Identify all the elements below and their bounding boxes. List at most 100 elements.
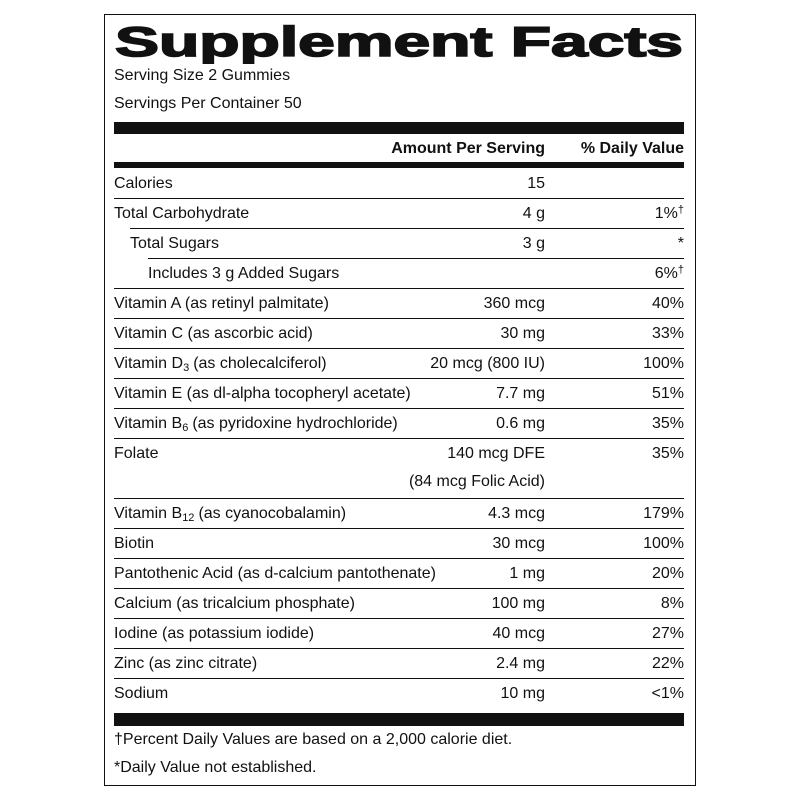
- dv-text: 22%: [651, 655, 684, 672]
- amount: (84 mcg Folic Acid): [408, 473, 545, 490]
- dv-text: <1%: [651, 685, 684, 702]
- row-rule: [114, 198, 684, 199]
- name-text: Vitamin C (as ascorbic acid): [114, 325, 313, 342]
- name-text: Total Carbohydrate: [114, 205, 250, 222]
- name-text: Vitamin D: [114, 355, 184, 372]
- footnote: †Percent Daily Values are based on a 2,0…: [114, 731, 513, 748]
- name-subscript: 3: [183, 362, 190, 374]
- name-rest: (as cholecalciferol): [193, 355, 327, 372]
- amount: 7.7 mg: [496, 385, 545, 402]
- name-text: Biotin: [114, 535, 155, 552]
- daily-value: 100%: [643, 534, 684, 554]
- nutrient-name: Biotin: [114, 534, 154, 554]
- medium-bar: [114, 162, 684, 168]
- amount: 4 g: [522, 205, 545, 222]
- row-rule: [114, 558, 684, 559]
- amount: 1 mg: [509, 565, 545, 582]
- dv-text: 6%: [654, 265, 678, 282]
- title: Supplement Facts: [115, 18, 683, 64]
- row-rule: [114, 288, 684, 289]
- dv-header: % Daily Value: [580, 140, 684, 157]
- amount: 40 mcg: [492, 625, 545, 642]
- daily-value: 20%: [652, 564, 684, 584]
- nutrient-name: Vitamin C (as ascorbic acid): [114, 324, 313, 344]
- nutrient-name: Pantothenic Acid (as d-calcium pantothen…: [114, 564, 436, 584]
- daily-value: 51%: [652, 384, 684, 404]
- footnote: *Daily Value not established.: [114, 759, 317, 776]
- row-rule: [114, 588, 684, 589]
- dv-text: 33%: [651, 325, 684, 342]
- name-rest: (as cyanocobalamin): [198, 505, 347, 522]
- dv-text: 27%: [651, 625, 684, 642]
- daily-value: 40%: [652, 294, 684, 314]
- amount: 0.6 mg: [496, 415, 545, 432]
- servings-per-container: Servings Per Container 50: [114, 95, 302, 112]
- daily-value: 100%: [643, 354, 684, 374]
- daily-value: 8%: [661, 594, 684, 614]
- name-text: Includes 3 g Added Sugars: [148, 265, 340, 282]
- serving-size: Serving Size 2 Gummies: [114, 67, 291, 84]
- dv-mark: †: [677, 204, 684, 216]
- row-rule: [114, 378, 684, 379]
- thick-bar: [114, 122, 684, 134]
- name-rest: (as pyridoxine hydrochloride): [192, 415, 398, 432]
- row-rule: [114, 498, 684, 499]
- nutrient-name: Vitamin B6 (as pyridoxine hydrochloride): [114, 414, 398, 434]
- nutrient-name: Folate: [114, 444, 158, 464]
- nutrient-name: Calories: [114, 174, 173, 194]
- amount: 4.3 mcg: [488, 505, 545, 522]
- daily-value: 35%: [652, 414, 684, 434]
- name-text: Sodium: [114, 685, 169, 702]
- nutrient-name: Total Sugars: [130, 234, 219, 254]
- amount: 360 mcg: [483, 295, 545, 312]
- row-rule: [130, 228, 684, 229]
- daily-value: 1%†: [655, 204, 684, 224]
- name-subscript: 6: [182, 422, 189, 434]
- amount: 100 mg: [491, 595, 545, 612]
- name-text: Folate: [114, 445, 159, 462]
- name-text: Vitamin E (as dl-alpha tocopheryl acetat…: [114, 385, 411, 402]
- daily-value: *: [678, 234, 684, 254]
- dv-text: 35%: [651, 415, 684, 432]
- daily-value: 6%†: [655, 264, 684, 284]
- row-rule: [114, 618, 684, 619]
- daily-value: 33%: [652, 324, 684, 344]
- amount: 30 mg: [500, 325, 545, 342]
- amount: 30 mcg: [492, 535, 545, 552]
- dv-text: 100%: [643, 535, 684, 552]
- nutrient-name: Vitamin D3 (as cholecalciferol): [114, 354, 327, 374]
- amount: 15: [527, 175, 545, 192]
- name-text: Vitamin B: [114, 505, 183, 522]
- dv-mark: †: [677, 264, 684, 276]
- dv-text: *: [677, 235, 684, 252]
- nutrient-name: Calcium (as tricalcium phosphate): [114, 594, 355, 614]
- name-text: Iodine (as potassium iodide): [114, 625, 315, 642]
- title-svg: Supplement Facts: [114, 18, 684, 64]
- name-text: Vitamin A (as retinyl palmitate): [114, 295, 329, 312]
- daily-value: 27%: [652, 624, 684, 644]
- nutrient-name: Vitamin B12 (as cyanocobalamin): [114, 504, 346, 524]
- nutrient-name: Zinc (as zinc citrate): [114, 654, 257, 674]
- thick-bar: [114, 713, 684, 726]
- dv-text: 179%: [643, 505, 684, 522]
- name-text: Zinc (as zinc citrate): [114, 655, 258, 672]
- amount: 2.4 mg: [496, 655, 545, 672]
- dv-text: 20%: [651, 565, 684, 582]
- amount-header: Amount Per Serving: [391, 140, 545, 157]
- row-rule: [148, 258, 684, 259]
- daily-value: 179%: [643, 504, 684, 524]
- daily-value: 35%: [652, 444, 684, 464]
- row-rule: [114, 318, 684, 319]
- nutrient-name: Vitamin E (as dl-alpha tocopheryl acetat…: [114, 384, 411, 404]
- dv-text: 35%: [651, 445, 684, 462]
- nutrient-name: Total Carbohydrate: [114, 204, 249, 224]
- name-text: Calories: [114, 175, 173, 192]
- nutrient-name: Sodium: [114, 684, 168, 704]
- row-rule: [114, 528, 684, 529]
- row-rule: [114, 648, 684, 649]
- dv-text: 8%: [660, 595, 684, 612]
- nutrient-name: Includes 3 g Added Sugars: [148, 264, 339, 284]
- name-text: Calcium (as tricalcium phosphate): [114, 595, 355, 612]
- dv-text: 40%: [651, 295, 684, 312]
- amount: 20 mcg (800 IU): [430, 355, 545, 372]
